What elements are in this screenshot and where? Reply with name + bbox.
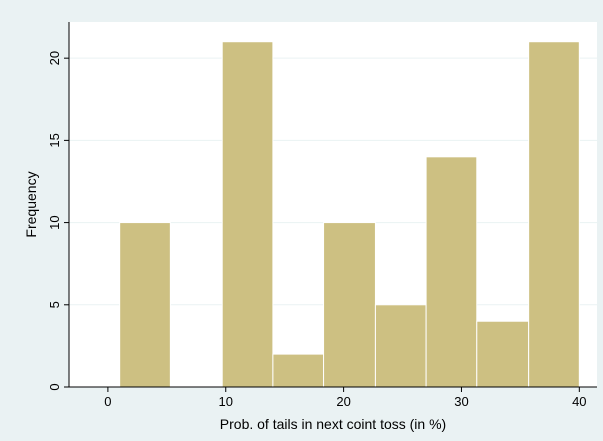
y-tick-label-0: 0 bbox=[47, 383, 62, 390]
bar-bin-7 bbox=[476, 320, 530, 388]
bar-bin-4 bbox=[323, 222, 376, 388]
y-tick-label-20: 20 bbox=[47, 51, 62, 65]
x-axis-title: Prob. of tails in next coint toss (in %) bbox=[220, 416, 446, 432]
bar-bin-8 bbox=[528, 41, 580, 388]
y-axis-title: Frequency bbox=[23, 171, 39, 237]
bar-bin-0 bbox=[119, 222, 171, 388]
x-tick-label-20: 20 bbox=[336, 394, 350, 409]
x-tick-label-30: 30 bbox=[454, 394, 468, 409]
bar-bin-6 bbox=[425, 156, 478, 388]
x-tick-label-10: 10 bbox=[219, 394, 233, 409]
y-tick-label-5: 5 bbox=[47, 301, 62, 308]
x-tick-label-0: 0 bbox=[104, 394, 111, 409]
axes: 0 5 10 15 20 0 10 20 30 40 bbox=[47, 22, 597, 409]
x-tick-label-40: 40 bbox=[572, 394, 586, 409]
bar-bin-5 bbox=[374, 304, 427, 388]
bar-bin-3 bbox=[272, 353, 325, 388]
y-tick-label-10: 10 bbox=[47, 215, 62, 229]
bar-bin-2 bbox=[221, 41, 274, 388]
bars bbox=[119, 41, 580, 388]
y-tick-label-15: 15 bbox=[47, 133, 62, 147]
